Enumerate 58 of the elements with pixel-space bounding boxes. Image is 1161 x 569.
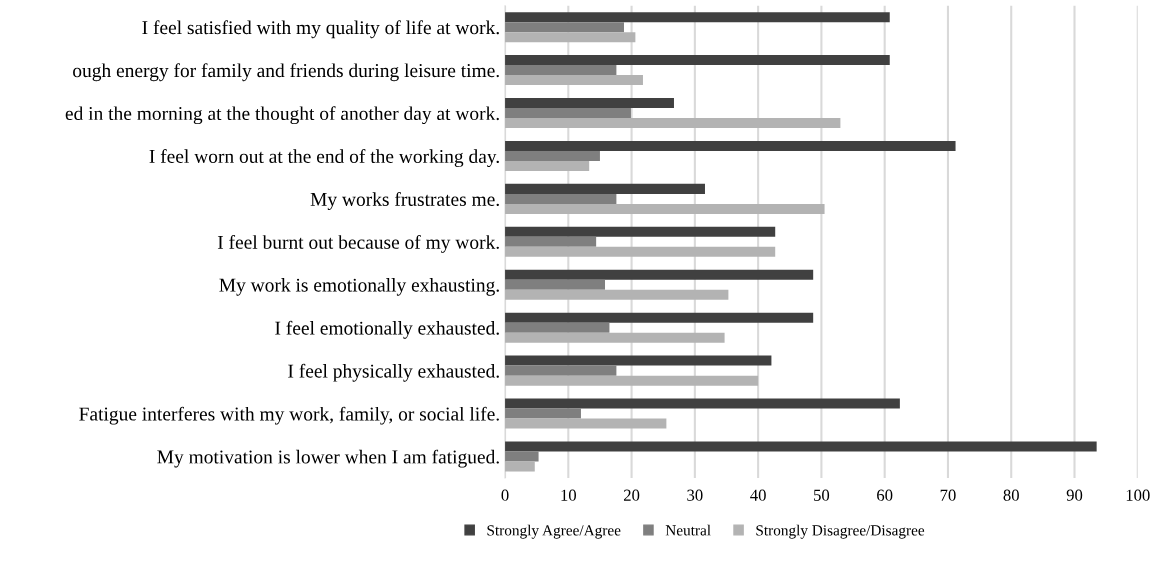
bar <box>505 160 590 171</box>
bar <box>505 65 617 76</box>
x-tick-label: 30 <box>687 489 703 501</box>
bar <box>505 451 539 462</box>
x-tick-label: 70 <box>940 489 956 501</box>
x-tick-label: 50 <box>814 489 830 501</box>
bar <box>505 375 759 386</box>
bar <box>505 22 624 33</box>
bar <box>505 418 667 429</box>
x-tick-label: 90 <box>1066 489 1083 501</box>
bar <box>505 408 581 419</box>
bar <box>505 289 729 300</box>
bar <box>505 365 617 376</box>
y-tick-label: My work is emotionally exhausting. <box>219 278 499 296</box>
bar <box>505 279 606 290</box>
y-tick-label: My motivation is lower when I am fatigued. <box>157 449 499 468</box>
bar <box>505 322 610 333</box>
bar <box>505 226 776 237</box>
bar <box>505 183 705 194</box>
bar <box>505 118 841 129</box>
bar <box>505 332 725 343</box>
bar <box>505 398 900 409</box>
bar <box>505 108 631 119</box>
bar <box>505 55 890 66</box>
y-tick-label: ough energy for family and friends during leisure time. <box>73 63 499 82</box>
bar <box>505 312 814 323</box>
bar <box>505 75 643 86</box>
bar <box>505 246 776 257</box>
y-tick-label: My works frustrates me. <box>310 192 499 210</box>
bar <box>505 236 597 247</box>
y-tick-label: ed in the morning at the thought of another day at work. <box>65 106 499 125</box>
y-tick-label: Fatigue interferes with my work, family, or social life. <box>79 406 499 425</box>
legend-label: Strongly Agree/Agree <box>487 524 621 539</box>
y-tick-label: I feel emotionally exhausted. <box>275 320 499 339</box>
bar <box>505 12 890 23</box>
bar <box>505 150 600 161</box>
y-tick-label: I feel physically exhausted. <box>288 363 499 382</box>
y-tick-label: I feel satisfied with my quality of life at work. <box>142 20 499 39</box>
bar <box>505 269 814 280</box>
bar <box>505 441 1097 452</box>
x-tick-label: 60 <box>877 489 893 501</box>
x-tick-label: 40 <box>750 489 766 501</box>
y-tick-label: I feel burnt out because of my work. <box>217 234 499 253</box>
x-tick-label: 20 <box>623 489 640 501</box>
bar <box>505 98 674 109</box>
bar <box>505 32 636 43</box>
bar <box>505 193 617 204</box>
bar <box>505 461 535 472</box>
legend-label: Neutral <box>665 524 711 536</box>
x-tick-label: 80 <box>1003 489 1019 501</box>
bar <box>505 140 956 151</box>
bar <box>505 203 825 214</box>
x-tick-label: 10 <box>561 489 577 501</box>
legend-label: Strongly Disagree/Disagree <box>756 524 925 539</box>
x-tick-label: 0 <box>501 489 509 501</box>
bar <box>505 355 772 366</box>
x-tick-label: 100 <box>1126 489 1150 501</box>
y-tick-label: I feel worn out at the end of the working day. <box>149 149 499 167</box>
